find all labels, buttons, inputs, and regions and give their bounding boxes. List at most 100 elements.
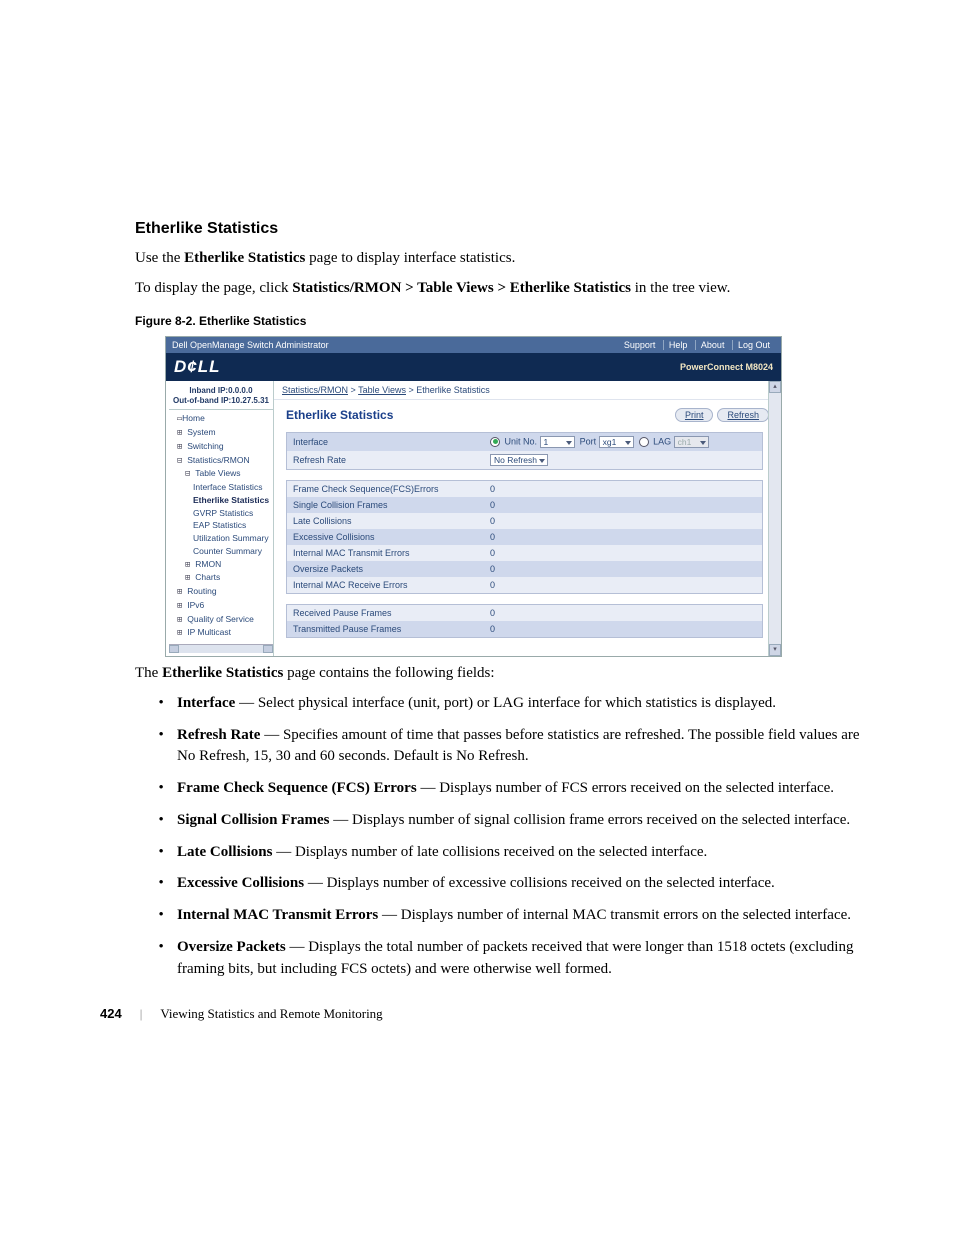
val-txerr: 0	[484, 545, 762, 561]
page-title: Etherlike Statistics	[286, 408, 393, 422]
logout-link[interactable]: Log Out	[732, 340, 775, 350]
field-desc: — Displays number of signal collision fr…	[330, 812, 851, 828]
port-select[interactable]: xg1	[599, 436, 634, 448]
val-txpause: 0	[484, 621, 762, 637]
page-number: 424	[100, 1006, 122, 1021]
field-item: Frame Check Sequence (FCS) Errors — Disp…	[175, 778, 874, 800]
tree-label: System	[187, 427, 215, 437]
tree-label: Quality of Service	[187, 614, 254, 624]
tree-label: Switching	[187, 441, 223, 451]
field-list: Interface — Select physical interface (u…	[135, 693, 874, 981]
tree-label: Charts	[195, 572, 220, 582]
val-fcs: 0	[484, 481, 762, 497]
crumb-stats[interactable]: Statistics/RMON	[282, 385, 348, 395]
refresh-select[interactable]: No Refresh	[490, 454, 548, 466]
scroll-down-icon[interactable]: ▾	[769, 644, 781, 656]
section-heading: Etherlike Statistics	[135, 220, 874, 238]
text-bold: Etherlike Statistics	[162, 665, 283, 681]
field-term: Interface	[177, 695, 235, 711]
tree-label: Home	[182, 413, 205, 423]
field-term: Signal Collision Frames	[177, 812, 330, 828]
tree-ipv6[interactable]: ⊞ IPv6	[177, 599, 273, 613]
val-rxpause: 0	[484, 605, 762, 621]
row-label-refresh: Refresh Rate	[287, 452, 484, 468]
tree-hscrollbar[interactable]	[169, 644, 273, 653]
field-desc: — Displays number of internal MAC transm…	[378, 907, 851, 923]
field-term: Frame Check Sequence (FCS) Errors	[177, 780, 417, 796]
tree-label: Routing	[187, 586, 216, 596]
tree-gvrp[interactable]: GVRP Statistics	[193, 507, 273, 520]
tree-routing[interactable]: ⊞ Routing	[177, 585, 273, 599]
about-link[interactable]: About	[695, 340, 730, 350]
tree-stats[interactable]: ⊟ Statistics/RMON	[177, 454, 273, 468]
field-desc: — Displays number of FCS errors received…	[417, 780, 834, 796]
unitno-label: Unit No.	[505, 436, 538, 446]
pause-panel: Received Pause Frames0 Transmitted Pause…	[286, 604, 763, 638]
breadcrumb: Statistics/RMON > Table Views > Etherlik…	[274, 381, 781, 400]
text: page contains the following fields:	[283, 665, 494, 681]
tree-ethstats[interactable]: Etherlike Statistics	[193, 494, 273, 507]
tree-charts[interactable]: ⊞ Charts	[185, 571, 273, 585]
tree-ifstats[interactable]: Interface Statistics	[193, 481, 273, 494]
print-button[interactable]: Print	[675, 408, 714, 422]
dell-logo: D¢LL	[174, 357, 221, 377]
text: The	[135, 665, 162, 681]
val-single: 0	[484, 497, 762, 513]
intro-2: To display the page, click Statistics/RM…	[135, 278, 874, 300]
row-excess: Excessive Collisions	[287, 529, 484, 545]
tree-rmon[interactable]: ⊞ RMON	[185, 558, 273, 572]
field-item: Oversize Packets — Displays the total nu…	[175, 937, 874, 981]
intro-1: Use the Etherlike Statistics page to dis…	[135, 248, 874, 270]
inband-ip: Inband IP:0.0.0.0	[169, 386, 273, 396]
help-link[interactable]: Help	[663, 340, 693, 350]
lag-radio[interactable]	[639, 437, 649, 447]
crumb-tableviews[interactable]: Table Views	[358, 385, 406, 395]
interface-panel: Interface Unit No. 1 Port xg1 LAG ch1	[286, 432, 763, 470]
tree-system[interactable]: ⊞ System	[177, 426, 273, 440]
tree-label: IP Multicast	[187, 627, 231, 637]
figure-caption: Figure 8-2. Etherlike Statistics	[135, 314, 874, 328]
tree-eap[interactable]: EAP Statistics	[193, 519, 273, 532]
lag-select[interactable]: ch1	[674, 436, 709, 448]
brand-row: D¢LL PowerConnect M8024	[166, 353, 781, 381]
row-single: Single Collision Frames	[287, 497, 484, 513]
screenshot: Dell OpenManage Switch Administrator Sup…	[165, 336, 782, 658]
text: page to display interface statistics.	[305, 250, 515, 266]
content-vscrollbar[interactable]: ▴ ▾	[768, 381, 781, 657]
chapter-title: Viewing Statistics and Remote Monitoring	[160, 1006, 382, 1022]
refresh-button[interactable]: Refresh	[717, 408, 769, 422]
port-label: Port	[580, 436, 597, 446]
tree-label: IPv6	[187, 600, 204, 610]
tree-util[interactable]: Utilization Summary	[193, 532, 273, 545]
crumb-current: Etherlike Statistics	[416, 385, 490, 395]
row-fcs: Frame Check Sequence(FCS)Errors	[287, 481, 484, 497]
field-term: Refresh Rate	[177, 727, 260, 743]
stats-panel: Frame Check Sequence(FCS)Errors0 Single …	[286, 480, 763, 594]
support-link[interactable]: Support	[619, 340, 661, 350]
tree-switching[interactable]: ⊞ Switching	[177, 440, 273, 454]
field-item: Signal Collision Frames — Displays numbe…	[175, 810, 874, 832]
tree-qos[interactable]: ⊞ Quality of Service	[177, 613, 273, 627]
field-desc: — Displays number of excessive collision…	[304, 875, 775, 891]
field-item: Refresh Rate — Specifies amount of time …	[175, 725, 874, 769]
val-late: 0	[484, 513, 762, 529]
tree-tableviews[interactable]: ⊟ Table Views	[185, 467, 273, 481]
content-area: Statistics/RMON > Table Views > Etherlik…	[274, 381, 781, 657]
tree-ipmc[interactable]: ⊞ IP Multicast	[177, 626, 273, 640]
field-term: Late Collisions	[177, 844, 272, 860]
unit-radio[interactable]	[490, 437, 500, 447]
tree-home[interactable]: ▭Home	[177, 412, 273, 426]
tree-counter[interactable]: Counter Summary	[193, 545, 273, 558]
scroll-up-icon[interactable]: ▴	[769, 381, 781, 393]
unit-select[interactable]: 1	[540, 436, 575, 448]
field-item: Late Collisions — Displays number of lat…	[175, 842, 874, 864]
field-desc: — Displays number of late collisions rec…	[272, 844, 707, 860]
row-late: Late Collisions	[287, 513, 484, 529]
footer-sep: |	[140, 1006, 143, 1022]
page-footer: 424 | Viewing Statistics and Remote Moni…	[100, 1006, 383, 1022]
nav-tree: Inband IP:0.0.0.0 Out-of-band IP:10.27.5…	[166, 381, 274, 657]
field-term: Oversize Packets	[177, 939, 286, 955]
text: in the tree view.	[631, 280, 730, 296]
ip-box: Inband IP:0.0.0.0 Out-of-band IP:10.27.5…	[169, 384, 273, 411]
field-term: Excessive Collisions	[177, 875, 304, 891]
